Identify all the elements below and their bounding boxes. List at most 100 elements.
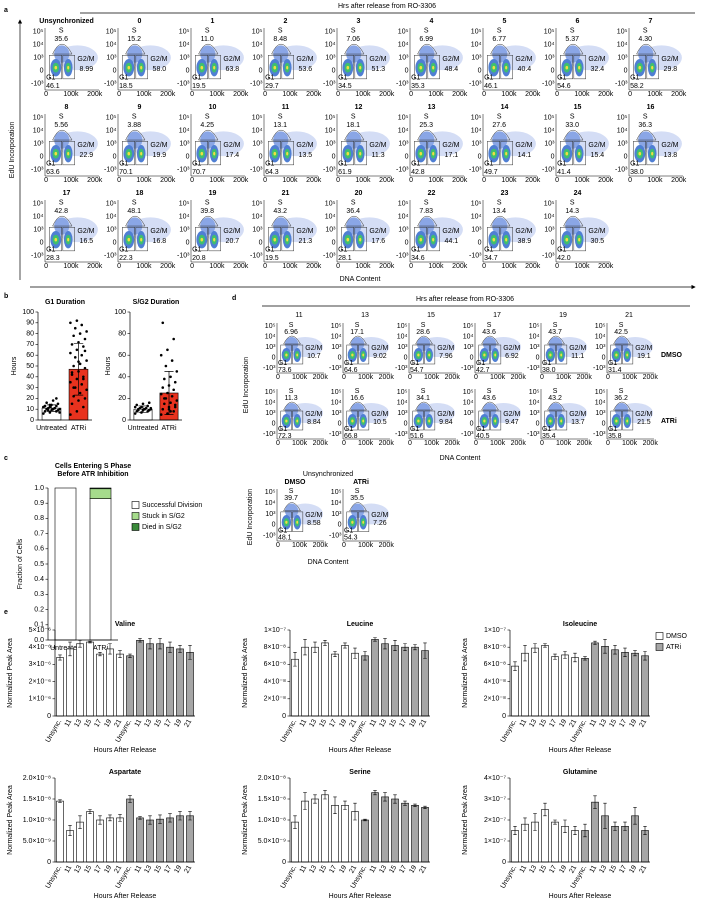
y-tick-label: 100 xyxy=(114,309,126,316)
y-tick-label: 3×10⁻⁶ xyxy=(29,661,51,668)
gate xyxy=(208,55,221,80)
y-tick-label: 10⁴ xyxy=(331,333,342,340)
data-point xyxy=(70,343,74,346)
x-tick-label: 19 xyxy=(408,718,418,728)
y-tick-label: 10³ xyxy=(252,141,263,148)
error-bar xyxy=(313,794,317,804)
x-tick-label: 19 xyxy=(173,864,183,874)
gate xyxy=(268,227,281,252)
x-tick-label: 100k xyxy=(574,263,590,270)
x-tick-label: 0 xyxy=(336,263,340,270)
gate-value: 61.9 xyxy=(338,169,352,176)
x-tick-label: 200k xyxy=(577,440,593,447)
cell-title: 2 xyxy=(284,18,288,25)
gate-value: 38.0 xyxy=(542,367,556,374)
data-point xyxy=(73,356,77,359)
y-tick-label: 5×10⁻⁶ xyxy=(29,627,51,634)
gate xyxy=(344,129,365,141)
gate xyxy=(412,344,424,365)
gate xyxy=(62,227,75,252)
y-tick-label: 0 xyxy=(478,240,482,247)
bar xyxy=(421,807,429,863)
x-tick-label: 200k xyxy=(160,91,176,98)
gate xyxy=(268,55,281,80)
gate-name: G2/M xyxy=(150,56,167,63)
axes xyxy=(289,630,430,717)
x-tick-label: 0 xyxy=(408,374,412,381)
y-tick-label: 1×10⁻⁷ xyxy=(264,627,286,634)
gate-name: G1 xyxy=(278,360,287,367)
gate-value: 16.6 xyxy=(350,395,364,402)
data-point xyxy=(70,371,74,374)
x-tick-label: 19 xyxy=(338,864,348,874)
y-tick-label: 0 xyxy=(404,420,408,427)
gate-name: G1 xyxy=(119,160,128,167)
x-tick-label: 200k xyxy=(577,374,593,381)
error-bar xyxy=(423,805,427,809)
data-point xyxy=(75,377,79,381)
error-bar xyxy=(593,640,597,645)
gate xyxy=(283,401,301,411)
bar xyxy=(86,641,94,717)
x-axis-label: Hours After Release xyxy=(94,747,157,754)
cell-cloud xyxy=(127,237,131,242)
x-tick-label: 200k xyxy=(643,374,659,381)
x-tick-label: 17 xyxy=(398,718,408,728)
data-point xyxy=(169,410,172,413)
data-point xyxy=(170,359,174,362)
error-bar xyxy=(188,811,192,821)
gate-name: S xyxy=(570,27,575,34)
x-tick-label: 200k xyxy=(452,263,468,270)
cell-cloud xyxy=(200,65,204,70)
x-tick-label: 200k xyxy=(643,440,659,447)
x-tick-label: 100k xyxy=(424,440,440,447)
cell-axes xyxy=(555,200,610,263)
y-tick-label: 0 xyxy=(282,713,286,720)
x-tick-label: 100k xyxy=(282,263,298,270)
bar-segment xyxy=(89,498,112,641)
error-bar xyxy=(423,642,427,659)
y-tick-label: 10⁵ xyxy=(529,323,540,330)
gate xyxy=(573,141,586,166)
gate-name: G1 xyxy=(192,74,201,81)
cell-cloud xyxy=(638,151,642,156)
gate-name: G1 xyxy=(338,246,347,253)
error-bar xyxy=(383,638,387,650)
cell-cloud xyxy=(565,237,569,242)
gate-name: S xyxy=(278,27,283,34)
x-tick-label: 11 xyxy=(64,718,74,728)
bar xyxy=(571,830,579,863)
y-tick-label: 10³ xyxy=(471,55,482,62)
x-tick-label: 100k xyxy=(282,177,298,184)
header: Hrs after release from RO-3306 xyxy=(416,296,514,303)
gate-value: 54.7 xyxy=(410,367,424,374)
cell-cloud xyxy=(54,151,58,156)
gate-name: S xyxy=(487,322,492,329)
cell-cloud xyxy=(213,65,216,70)
cell-axes xyxy=(628,28,683,91)
cell-cloud xyxy=(362,419,365,423)
cell-title: 1 xyxy=(211,18,215,25)
y-tick-label: 0 xyxy=(478,68,482,75)
error-bar xyxy=(543,802,547,817)
gate xyxy=(354,141,367,166)
cell-cloud xyxy=(578,65,581,70)
data-point xyxy=(56,402,60,406)
x-tick-label: 0 xyxy=(276,440,280,447)
data-point xyxy=(172,337,175,341)
gate-value: 42.8 xyxy=(411,169,425,176)
y-tick-label: 10³ xyxy=(325,141,336,148)
y-tick-label: -10³ xyxy=(31,253,44,260)
bar xyxy=(371,792,379,863)
y-tick-label: -10³ xyxy=(323,167,336,174)
y-tick-label: 2.0×10⁻⁸ xyxy=(23,775,51,782)
cell-title: 3 xyxy=(357,18,361,25)
gate xyxy=(556,344,568,365)
gate xyxy=(283,502,301,512)
gate xyxy=(349,502,367,512)
gate-name: G2/M xyxy=(369,142,386,149)
gate-value: 35.5 xyxy=(350,495,364,502)
gate xyxy=(198,215,219,227)
y-tick-label: 0 xyxy=(404,354,408,361)
data-point xyxy=(72,394,75,398)
